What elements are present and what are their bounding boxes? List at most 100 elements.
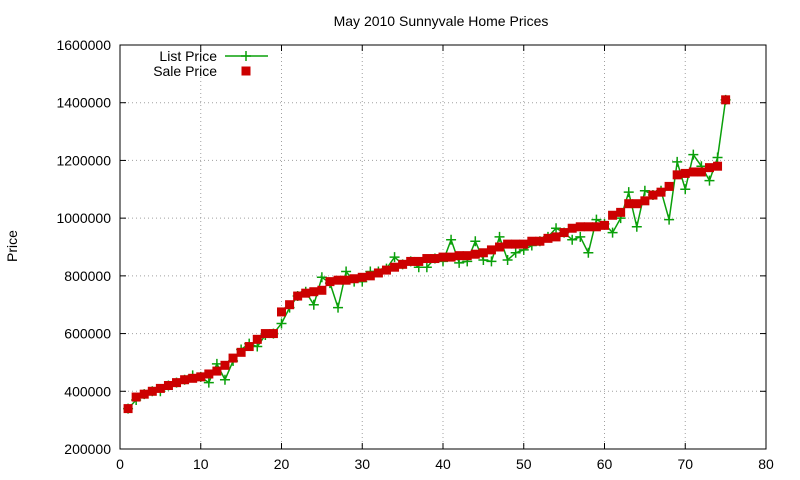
list-price-point xyxy=(276,318,287,329)
sale-price-point xyxy=(381,265,391,275)
list-price-point xyxy=(494,231,505,242)
list-price-point xyxy=(510,247,521,258)
sale-price-point xyxy=(163,381,173,391)
sale-price-point xyxy=(672,170,682,180)
y-tick-label: 1400000 xyxy=(56,95,111,111)
sale-price-point xyxy=(591,222,601,232)
list-price-point xyxy=(308,299,319,310)
sale-price-point xyxy=(640,196,650,206)
sale-price-point xyxy=(575,222,585,232)
sale-price-point xyxy=(583,222,593,232)
sale-price-point xyxy=(535,236,545,246)
sale-price-point xyxy=(131,392,141,402)
list-price-point xyxy=(583,247,594,258)
sale-price-point xyxy=(600,220,609,230)
list-price-point xyxy=(203,377,214,388)
legend-marker-sale-price xyxy=(241,66,251,76)
list-price-point xyxy=(389,252,400,263)
sale-price-point xyxy=(293,291,303,301)
sale-price-point xyxy=(559,228,569,238)
x-tick-label: 40 xyxy=(435,456,451,472)
y-tick-label: 200000 xyxy=(64,441,111,457)
y-axis-label: Price xyxy=(4,230,20,262)
sale-price-point xyxy=(220,360,230,370)
list-price-point xyxy=(502,254,513,265)
list-price-point xyxy=(688,149,699,160)
list-price-point xyxy=(631,221,642,232)
axes: 0 10 20 30 40 50 60 70 80 200000 400000 600000 80000… xyxy=(56,37,774,472)
sale-price-point xyxy=(632,199,642,209)
list-price-point xyxy=(486,256,497,267)
sale-price-point xyxy=(511,239,521,249)
chart-title: May 2010 Sunnyvale Home Prices xyxy=(334,13,549,29)
sale-price-point xyxy=(543,233,553,243)
list-price-point xyxy=(219,374,230,385)
legend-label-sale-price: Sale Price xyxy=(153,63,217,79)
sale-price-point xyxy=(180,375,190,385)
sale-price-point xyxy=(188,373,198,383)
sale-price-point xyxy=(446,252,456,262)
sale-price-point xyxy=(252,334,262,344)
legend: List Price Sale Price xyxy=(153,48,268,79)
sale-price-point xyxy=(648,190,658,200)
sale-price-point xyxy=(503,239,513,249)
sale-price-point xyxy=(438,252,448,262)
sale-price-point xyxy=(680,168,690,178)
sale-price-point xyxy=(204,369,214,379)
list-price-point xyxy=(639,185,650,196)
y-tick-label: 400000 xyxy=(64,383,111,399)
sale-price-point xyxy=(478,248,488,258)
sale-price-point xyxy=(333,275,343,285)
sale-price-point xyxy=(139,389,149,399)
sale-price-point xyxy=(713,161,723,171)
list-price-point xyxy=(333,302,344,313)
sale-price-point xyxy=(357,272,367,282)
sale-price-point xyxy=(422,254,432,264)
sale-price-point xyxy=(486,245,496,255)
sale-price-point xyxy=(172,378,182,388)
x-tick-label: 70 xyxy=(677,456,693,472)
list-price-point xyxy=(567,234,578,245)
sale-price-point xyxy=(624,199,634,209)
sale-price-point xyxy=(495,242,505,252)
sale-price-point xyxy=(567,223,577,233)
sale-price-point xyxy=(228,353,238,363)
x-tick-label: 0 xyxy=(116,456,124,472)
sale-price-point xyxy=(309,287,319,297)
sale-price-point xyxy=(123,404,133,414)
sale-price-point xyxy=(341,275,351,285)
sale-price-point xyxy=(155,383,165,393)
sale-price-point xyxy=(704,163,714,173)
sale-price-point xyxy=(365,271,375,281)
legend-label-list-price: List Price xyxy=(159,48,217,64)
x-tick-label: 80 xyxy=(758,456,774,472)
sale-price-point xyxy=(212,366,222,376)
sale-price-point xyxy=(664,181,674,191)
list-price-point xyxy=(446,234,457,245)
sale-price-point xyxy=(325,277,335,287)
x-tick-label: 10 xyxy=(193,456,209,472)
sale-price-point xyxy=(688,167,698,177)
y-tick-label: 1000000 xyxy=(56,210,111,226)
sale-price-point xyxy=(260,329,270,339)
sale-price-point xyxy=(301,288,311,298)
sale-price-point xyxy=(398,259,408,269)
y-tick-label: 800000 xyxy=(64,268,111,284)
y-tick-label: 1600000 xyxy=(56,37,111,53)
sale-price-point xyxy=(373,268,383,278)
list-price-point xyxy=(712,152,723,163)
list-price-point xyxy=(421,262,432,273)
sale-price-point xyxy=(244,342,254,352)
sale-price-point xyxy=(462,251,472,261)
list-price-point xyxy=(551,223,562,234)
sale-price-point xyxy=(721,95,731,105)
x-tick-label: 20 xyxy=(274,456,290,472)
sale-price-point xyxy=(656,187,666,197)
sale-price-point xyxy=(470,249,480,259)
x-tick-label: 50 xyxy=(516,456,532,472)
list-price-point xyxy=(704,175,715,186)
sale-price-point xyxy=(277,307,286,317)
list-price-point xyxy=(680,184,691,195)
sale-price-point xyxy=(268,329,278,339)
